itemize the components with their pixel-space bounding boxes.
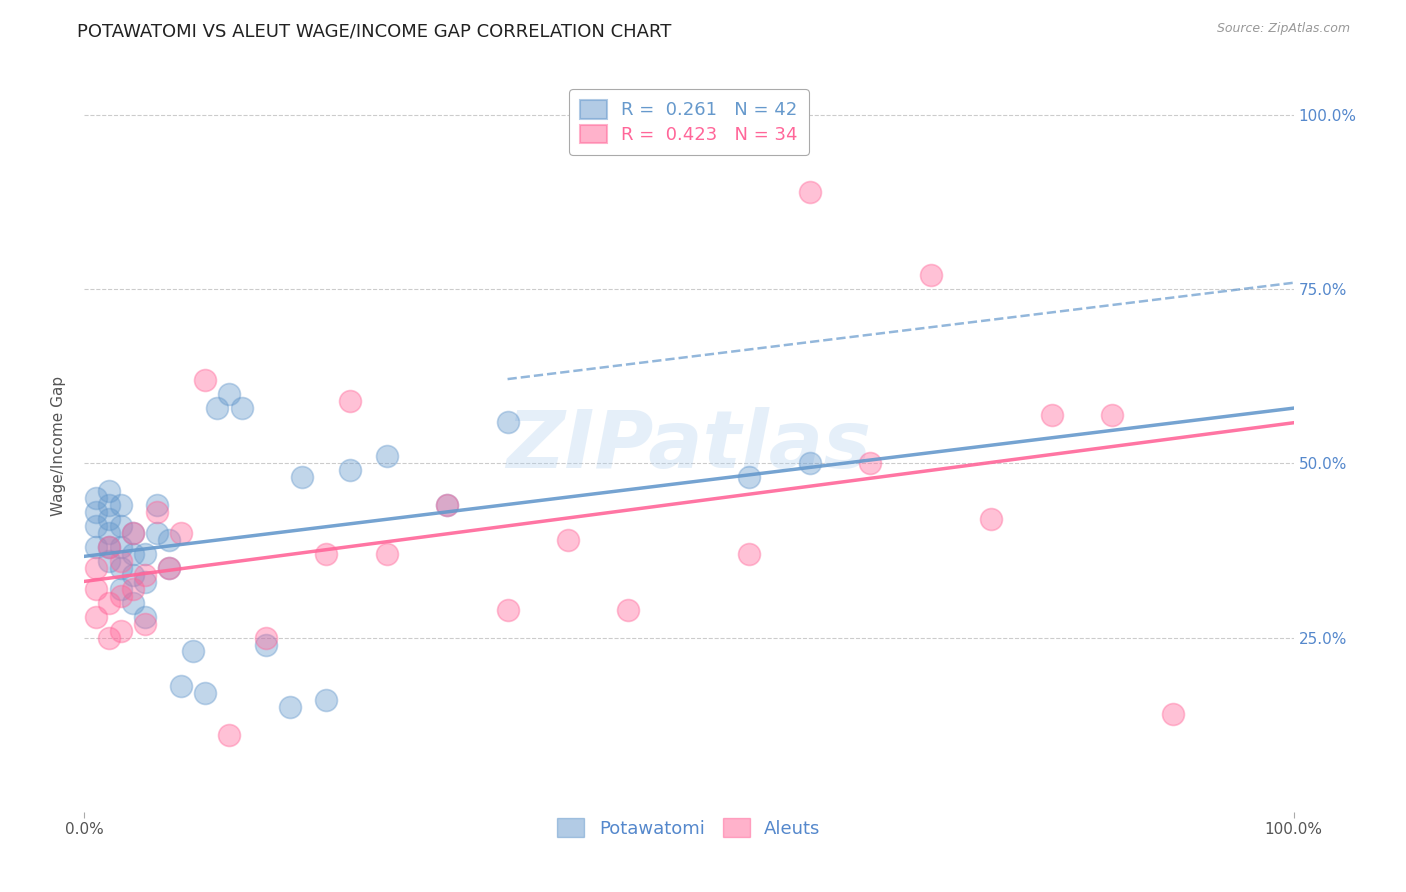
Point — [194, 686, 217, 700]
Point — [86, 561, 108, 575]
Point — [86, 505, 108, 519]
Point — [121, 567, 143, 582]
Point — [97, 484, 120, 499]
Point — [121, 526, 143, 541]
Point — [980, 512, 1002, 526]
Point — [110, 519, 132, 533]
Point — [86, 609, 108, 624]
Point — [110, 561, 132, 575]
Point — [86, 519, 108, 533]
Point — [86, 540, 108, 554]
Point — [218, 728, 240, 742]
Point — [121, 582, 143, 596]
Legend: Potawatomi, Aleuts: Potawatomi, Aleuts — [548, 809, 830, 847]
Point — [207, 401, 229, 415]
Point — [496, 603, 519, 617]
Point — [799, 185, 821, 199]
Point — [97, 596, 120, 610]
Point — [738, 547, 761, 561]
Point — [375, 450, 398, 464]
Point — [1101, 408, 1123, 422]
Point — [920, 268, 942, 283]
Point — [157, 533, 180, 547]
Point — [110, 554, 132, 568]
Point — [1040, 408, 1063, 422]
Point — [134, 567, 156, 582]
Point — [146, 526, 169, 541]
Point — [254, 638, 277, 652]
Point — [134, 547, 156, 561]
Point — [110, 582, 132, 596]
Point — [181, 644, 204, 658]
Point — [86, 491, 108, 506]
Point — [146, 505, 169, 519]
Point — [339, 393, 361, 408]
Point — [194, 373, 217, 387]
Point — [436, 498, 458, 512]
Point — [97, 526, 120, 541]
Point — [157, 561, 180, 575]
Point — [134, 616, 156, 631]
Point — [170, 526, 193, 541]
Point — [110, 589, 132, 603]
Point — [315, 547, 337, 561]
Point — [339, 463, 361, 477]
Point — [121, 547, 143, 561]
Point — [97, 540, 120, 554]
Text: POTAWATOMI VS ALEUT WAGE/INCOME GAP CORRELATION CHART: POTAWATOMI VS ALEUT WAGE/INCOME GAP CORR… — [77, 22, 672, 40]
Point — [278, 700, 301, 714]
Point — [146, 498, 169, 512]
Point — [617, 603, 640, 617]
Point — [97, 540, 120, 554]
Point — [375, 547, 398, 561]
Point — [859, 457, 882, 471]
Point — [110, 498, 132, 512]
Point — [291, 470, 314, 484]
Point — [97, 631, 120, 645]
Text: ZIPatlas: ZIPatlas — [506, 407, 872, 485]
Point — [231, 401, 253, 415]
Point — [86, 582, 108, 596]
Point — [436, 498, 458, 512]
Point — [134, 609, 156, 624]
Point — [315, 693, 337, 707]
Point — [170, 679, 193, 693]
Point — [134, 574, 156, 589]
Point — [97, 512, 120, 526]
Y-axis label: Wage/Income Gap: Wage/Income Gap — [51, 376, 66, 516]
Point — [121, 526, 143, 541]
Point — [218, 386, 240, 401]
Point — [110, 540, 132, 554]
Point — [738, 470, 761, 484]
Point — [157, 561, 180, 575]
Text: Source: ZipAtlas.com: Source: ZipAtlas.com — [1216, 22, 1350, 36]
Point — [110, 624, 132, 638]
Point — [799, 457, 821, 471]
Point — [496, 415, 519, 429]
Point — [121, 596, 143, 610]
Point — [254, 631, 277, 645]
Point — [97, 498, 120, 512]
Point — [557, 533, 579, 547]
Point — [1161, 707, 1184, 722]
Point — [97, 554, 120, 568]
